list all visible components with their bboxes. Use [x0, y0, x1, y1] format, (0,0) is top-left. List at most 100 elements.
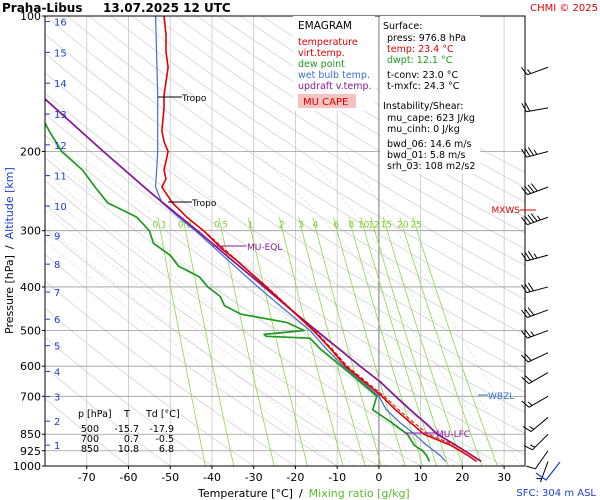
moist-adiabat [45, 225, 355, 466]
mixing-ratio-line [333, 217, 406, 466]
y-tick-label: 1000 [13, 460, 41, 473]
y-axis-title: Pressure [hPa] / Altitude [km] [3, 167, 16, 334]
dry-adiabat [196, 16, 525, 218]
mixing-ratio-line [182, 217, 235, 466]
moist-adiabat [74, 151, 438, 466]
altitude-tick-label: 14 [54, 79, 67, 90]
altitude-tick-label: 8 [54, 260, 60, 271]
dry-adiabat [45, 16, 525, 336]
wind-barb-flag [524, 148, 531, 157]
surface-info: Surface: press: 976.8 hPa temp: 23.4 °C … [380, 16, 480, 174]
altitude-tick-label: 11 [54, 172, 67, 183]
y-axis-label: Pressure [hPa] [3, 255, 16, 334]
mixing-ratio-label: 0.2 [178, 220, 192, 230]
wind-barb-flag [524, 375, 533, 383]
legend-dew-point: dew point [298, 59, 345, 70]
x-axis-label: Temperature [°C] [197, 487, 293, 500]
mixing-ratio-label: 0.1 [153, 220, 167, 230]
y-axis-separator: / [3, 245, 16, 249]
mu-lfc-label: MU-LFC [436, 430, 470, 440]
y-tick-label: 100 [20, 10, 41, 23]
wind-barb-flag [524, 308, 531, 317]
wind-barb-flag [527, 147, 534, 156]
legend-virt-temp: virt.temp. [298, 48, 345, 59]
temperature-ticks: -70 -60 -50 -40 -30 -20 -10 0 10 20 30 [78, 466, 511, 484]
surface-tconv: t-conv: 23.0 °C [387, 70, 458, 81]
x-tick-label: -40 [203, 471, 221, 484]
wind-profile [521, 66, 549, 483]
wind-barb-staff [534, 450, 549, 470]
wind-barb-flag [524, 215, 531, 224]
wind-barb-staff [527, 309, 549, 318]
wind-barb [521, 352, 549, 363]
dry-adiabat [45, 33, 525, 355]
wind-barb-flag [524, 185, 531, 194]
dry-adiabat [110, 16, 525, 283]
mixing-ratio-line [382, 217, 464, 466]
table-header-td: Td [°C] [145, 409, 180, 420]
legend: EMAGRAM temperature virt.temp. dew point… [293, 16, 375, 111]
wind-barb [523, 433, 549, 451]
wind-barb-flag [530, 183, 538, 192]
wind-barb-flag [527, 307, 535, 316]
wind-barb-halfflag [527, 401, 533, 406]
table-cell: 850 [81, 444, 99, 455]
wind-barb-flag [527, 250, 534, 260]
wind-barb-halfflag [533, 253, 538, 259]
wind-barb-flag [521, 186, 528, 195]
y-tick-label: 500 [20, 325, 41, 338]
surface-tmxfc: t-mxfc: 24.3 °C [387, 81, 460, 92]
wind-barb-halfflag [530, 444, 536, 448]
mixing-ratio-line [348, 217, 424, 466]
legend-title: EMAGRAM [298, 20, 352, 32]
altitude-tick-label: 3 [54, 393, 60, 404]
wind-barb [522, 417, 549, 433]
instability-bwd01: bwd_01: 5.8 m/s [387, 150, 465, 161]
wind-barb-flag [524, 283, 531, 292]
y-tick-label: 850 [20, 428, 41, 441]
wind-barb-staff [526, 286, 549, 294]
wind-barb-flag [522, 426, 532, 433]
x-tick-label: -50 [161, 471, 179, 484]
wbzl-label: WBZL [488, 392, 514, 402]
wind-barb-flag [521, 67, 528, 76]
dry-adiabat [45, 92, 525, 414]
wind-barb-flag [530, 213, 538, 222]
wind-barb [536, 461, 549, 483]
tropo-upper-label: Tropo [181, 94, 207, 104]
moist-adiabat [45, 151, 421, 466]
mixing-ratio-label: 10 [358, 220, 370, 230]
altitude-tick-label: 10 [54, 202, 67, 213]
wind-barb-flag [521, 330, 528, 339]
mixing-ratio-label: 1 [248, 220, 254, 230]
instability-srh03: srh_03: 108 m2/s2 [387, 161, 475, 172]
dry-adiabat [45, 72, 525, 393]
y-tick-label: 700 [20, 390, 41, 403]
wind-barb-halfflag [536, 215, 541, 221]
x-axis-separator: / [299, 487, 303, 500]
mixing-ratio-line [298, 217, 366, 466]
altitude-tick-label: 13 [54, 110, 67, 121]
altitude-tick-label: 15 [54, 48, 67, 59]
mixing-ratio-label: 8 [349, 220, 355, 230]
wind-barb-staff [526, 254, 549, 262]
instability-title: Instability/Shear: [383, 101, 463, 112]
wind-barb-flag [521, 309, 528, 318]
wind-barb-staff [532, 433, 549, 451]
altitude-tick-label: 1 [54, 441, 60, 452]
altitude-tick-label: 2 [54, 417, 60, 428]
mixing-ratio-label: 4 [313, 220, 319, 230]
series-updraft-v-temp [45, 97, 482, 463]
table-cell: -15.7 [114, 424, 139, 435]
wind-barb-halfflag [529, 426, 535, 430]
wind-barb-staff [528, 395, 549, 408]
table-cell: -0.5 [155, 434, 174, 445]
legend-wet-bulb: wet bulb temp. [298, 70, 370, 81]
altitude-tick-label: 5 [54, 342, 60, 353]
wind-barb-flag [527, 214, 535, 223]
surface-temp: temp: 23.4 °C [387, 44, 454, 55]
wind-barb-staff [540, 461, 549, 483]
wind-barb-flag [523, 445, 533, 451]
